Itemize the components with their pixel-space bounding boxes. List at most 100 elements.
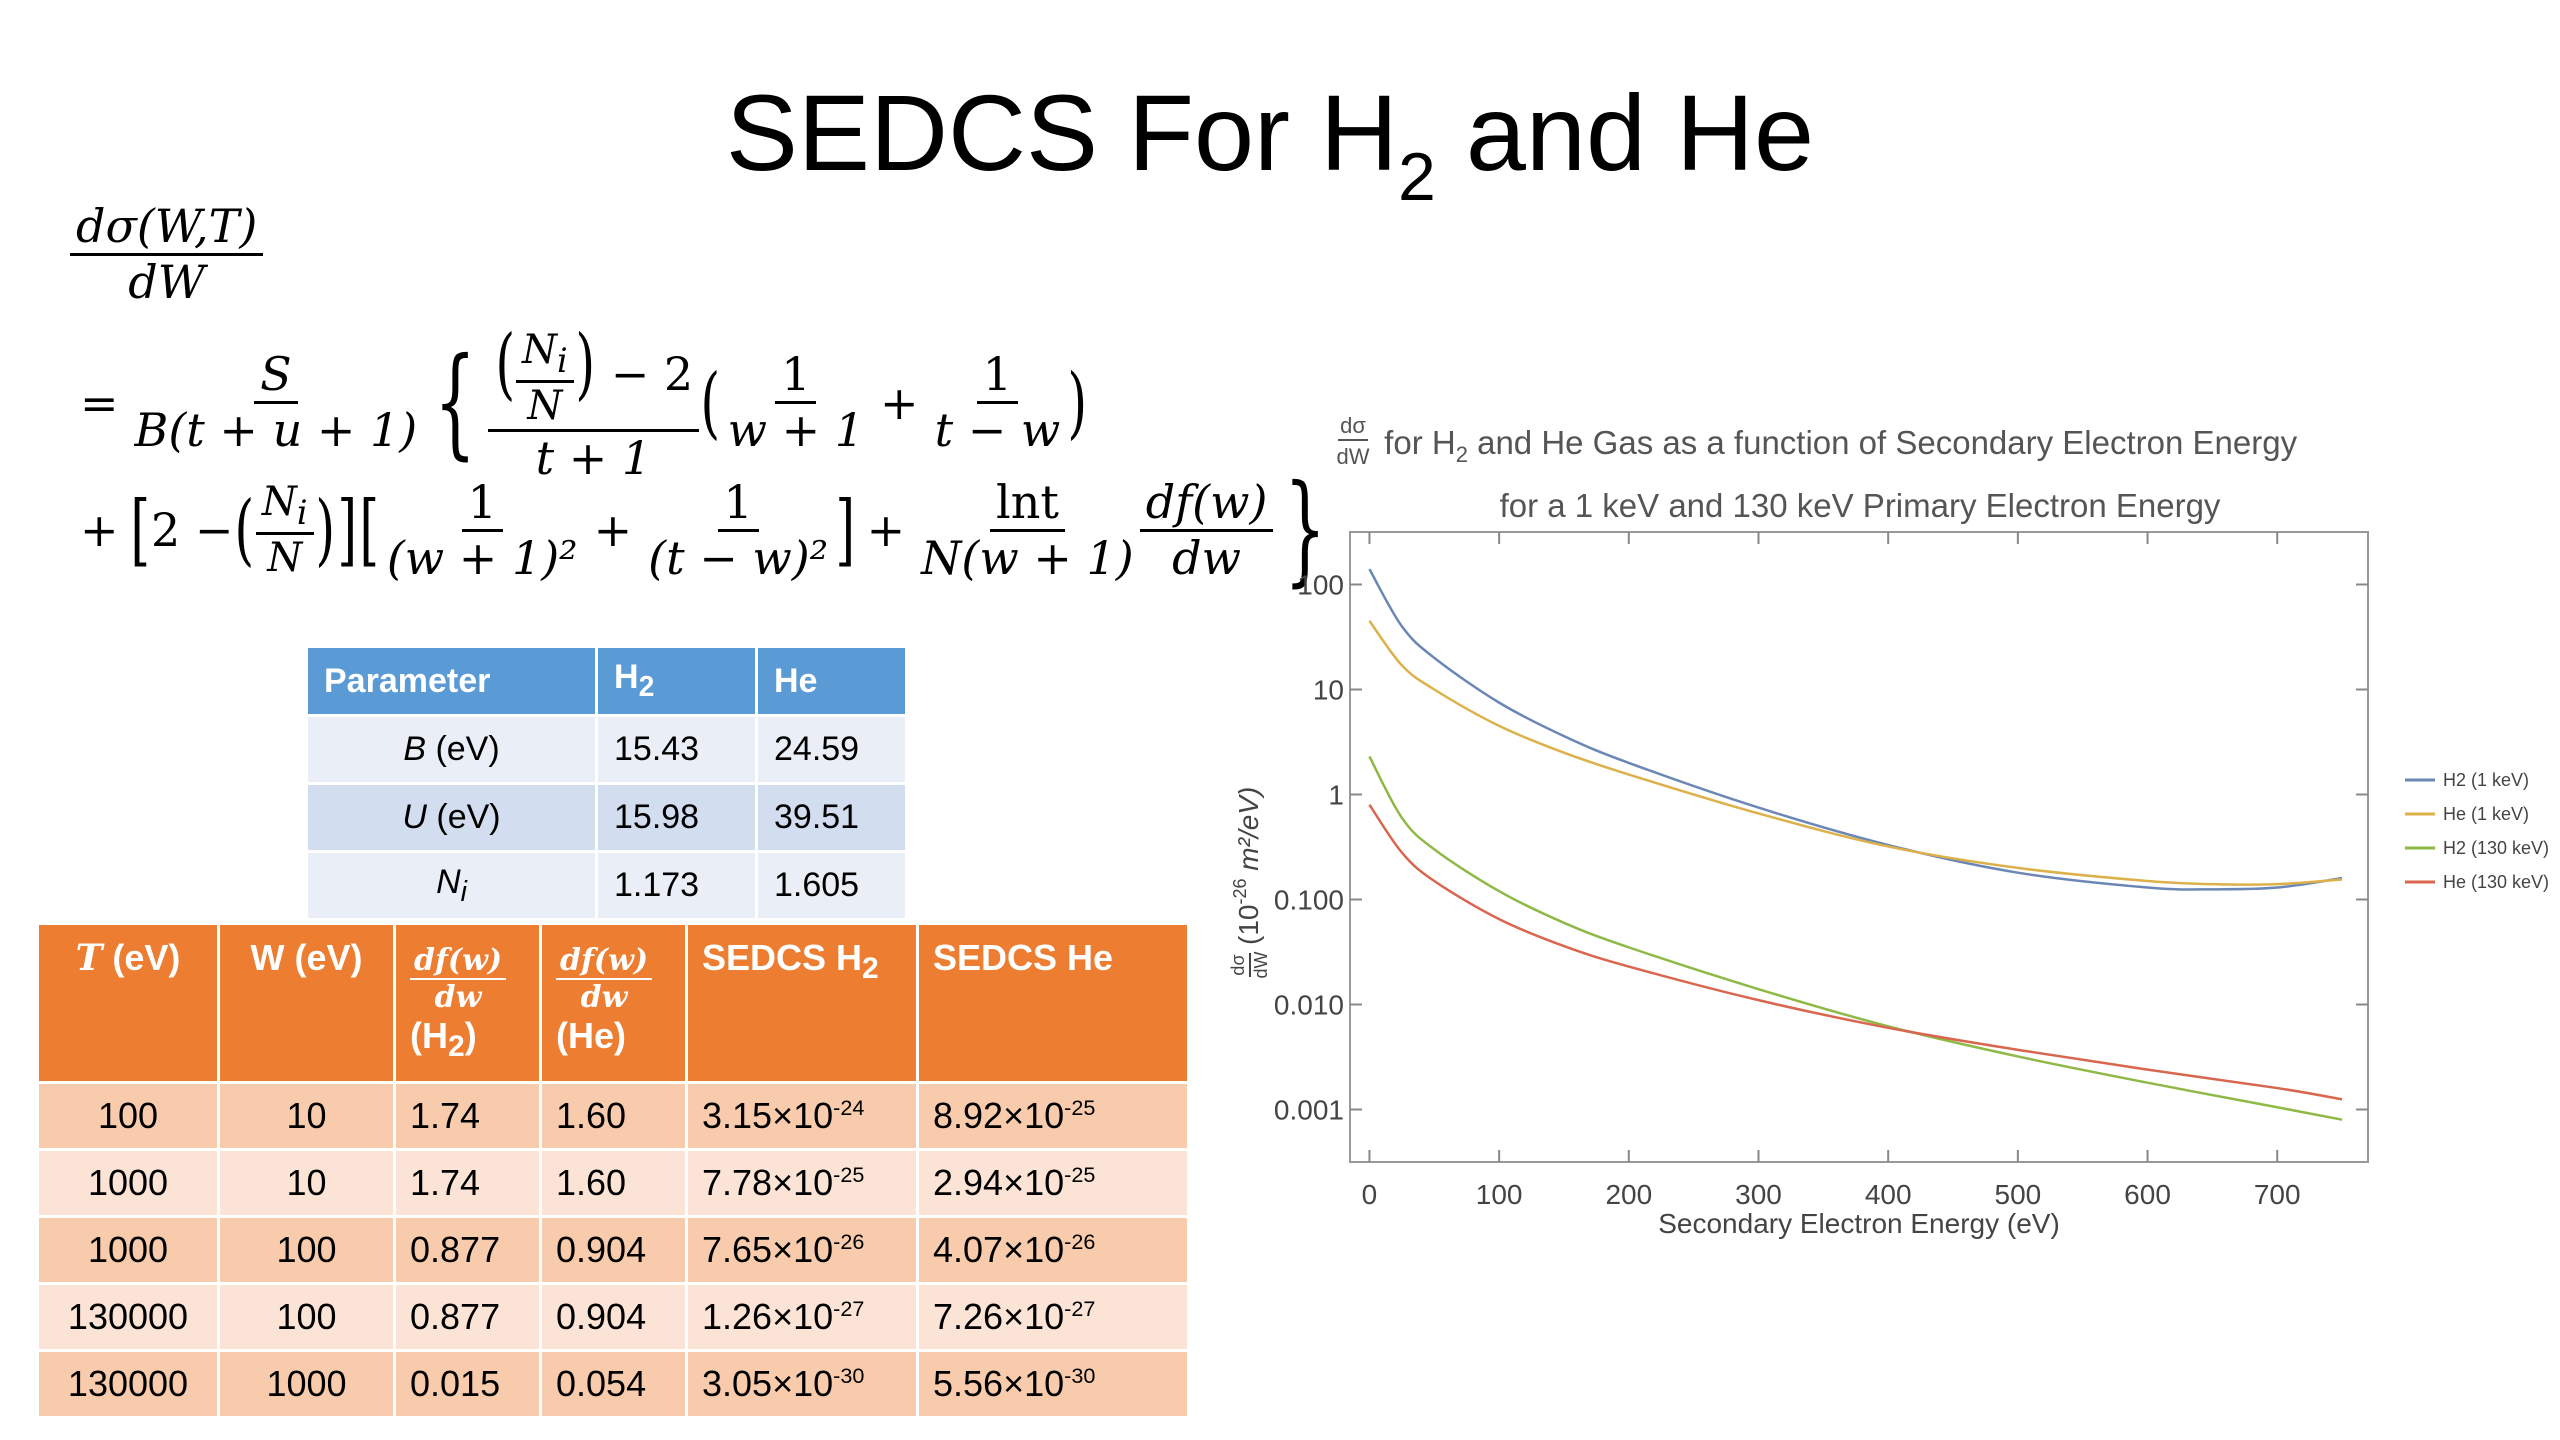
header-df-h2: df(w) dw (H2) — [393, 922, 542, 1084]
cell-df-h2: 0.877 — [393, 1282, 542, 1352]
cell-sedcs-he: 7.26×10-27 — [916, 1282, 1190, 1352]
table-row: 100 10 1.74 1.60 3.15×10-24 8.92×10-25 — [36, 1081, 1190, 1151]
cell-sedcs-he: 5.56×10-30 — [916, 1349, 1190, 1419]
sedcs-table: T (eV) W (eV) df(w) dw (H2) df(w) dw (He) … — [36, 922, 1190, 1419]
cell-df-he: 0.904 — [539, 1215, 688, 1285]
param-h2-value: 1.173 — [595, 850, 758, 921]
series-line — [1368, 620, 2343, 886]
series-lines — [1368, 568, 2343, 1121]
y-tick-label: 10 — [1313, 675, 1344, 706]
table-header-row: T (eV) W (eV) df(w) dw (H2) df(w) dw (He) … — [36, 922, 1190, 1084]
cell-sedcs-h2: 7.65×10-26 — [685, 1215, 919, 1285]
table-row: U (eV) 15.98 39.51 — [305, 782, 908, 853]
header-sedcs-h2: SEDCS H2 — [685, 922, 919, 1084]
y-tick-label: 0.100 — [1274, 885, 1344, 916]
cell-df-he: 0.054 — [539, 1349, 688, 1419]
chart-legend: H2 (1 keV) He (1 keV) H2 (130 keV) He (130 … — [2405, 770, 2549, 892]
title-line-1: for H2 and He Gas as a function of Secon… — [1375, 424, 2298, 467]
header-h2: H2 — [595, 645, 758, 717]
formula-line-2: + [2 − (Ni N) ][ 1 (w + 1)² + 1 (t − w)² ] … — [80, 460, 1327, 599]
cell-sedcs-h2: 7.78×10-25 — [685, 1148, 919, 1218]
cell-sedcs-he: 8.92×10-25 — [916, 1081, 1190, 1151]
y-tick-labels: 100 10 1 0.100 0.010 0.001 — [1274, 570, 1344, 1126]
cell-sedcs-he: 4.07×10-26 — [916, 1215, 1190, 1285]
cell-df-he: 1.60 — [539, 1081, 688, 1151]
cell-w: 1000 — [217, 1349, 396, 1419]
chart-title: dσ dW for H2 and He Gas as a function of… — [1337, 413, 2298, 524]
cell-df-he: 0.904 — [539, 1282, 688, 1352]
header-he: He — [755, 645, 908, 717]
header-sedcs-he: SEDCS He — [916, 922, 1190, 1084]
param-h2-value: 15.98 — [595, 782, 758, 853]
table-row: 130000 1000 0.015 0.054 3.05×10-30 5.56×… — [36, 1349, 1190, 1419]
y-tick-label: 1 — [1328, 780, 1344, 811]
legend-entry: He (130 keV) — [2443, 872, 2549, 892]
param-label: B (eV) — [305, 714, 598, 785]
cell-sedcs-h2: 3.05×10-30 — [685, 1349, 919, 1419]
y-tick-label: 0.001 — [1274, 1095, 1344, 1126]
cell-df-he: 1.60 — [539, 1148, 688, 1218]
cell-sedcs-h2: 3.15×10-24 — [685, 1081, 919, 1151]
title-line-2: for a 1 keV and 130 keV Primary Electron… — [1500, 487, 2221, 524]
y-tick-label: 100 — [1297, 570, 1344, 601]
param-he-value: 39.51 — [755, 782, 908, 853]
y-label-frac-den: dW — [1251, 951, 1271, 978]
series-line — [1368, 803, 2343, 1101]
legend-entry: He (1 keV) — [2443, 804, 2529, 824]
header-t: T (eV) — [36, 922, 220, 1084]
cell-df-h2: 1.74 — [393, 1148, 542, 1218]
table-row: 1000 10 1.74 1.60 7.78×10-25 2.94×10-25 — [36, 1148, 1190, 1218]
title-frac-den: dW — [1337, 444, 1370, 469]
x-axis-label: Secondary Electron Energy (eV) — [1658, 1208, 2060, 1239]
table-row: B (eV) 15.43 24.59 — [305, 714, 908, 785]
table-row: 130000 100 0.877 0.904 1.26×10-27 7.26×1… — [36, 1282, 1190, 1352]
cell-w: 10 — [217, 1081, 396, 1151]
x-tick-label: 200 — [1605, 1179, 1652, 1210]
cell-w: 100 — [217, 1215, 396, 1285]
formula-lhs: dσ(W,T) dW — [70, 200, 264, 309]
x-tick-label: 400 — [1865, 1179, 1912, 1210]
cell-t: 1000 — [36, 1148, 220, 1218]
table-row: Ni 1.173 1.605 — [305, 850, 908, 921]
table-row: 1000 100 0.877 0.904 7.65×10-26 4.07×10-… — [36, 1215, 1190, 1285]
cell-t: 130000 — [36, 1349, 220, 1419]
cell-sedcs-he: 2.94×10-25 — [916, 1148, 1190, 1218]
slide-title: SEDCS For H2 and He — [725, 72, 1815, 215]
header-parameter: Parameter — [305, 645, 598, 717]
sedcs-line-chart: dσ dW for H2 and He Gas as a function of… — [1228, 413, 2549, 1239]
cell-t: 100 — [36, 1081, 220, 1151]
param-label: Ni — [305, 850, 598, 921]
x-tick-label: 700 — [2254, 1179, 2301, 1210]
cell-df-h2: 0.877 — [393, 1215, 542, 1285]
sedcs-formula: dσ(W,T) dW = S B(t + u + 1) { (Ni N) − 2 t … — [70, 200, 1327, 630]
axis-ticks — [1350, 532, 2368, 1162]
cell-w: 10 — [217, 1148, 396, 1218]
cell-df-h2: 0.015 — [393, 1349, 542, 1419]
header-w: W (eV) — [217, 922, 396, 1084]
series-line — [1368, 568, 2343, 891]
cell-df-h2: 1.74 — [393, 1081, 542, 1151]
y-axis-label: dσ dW (10-26 m²/eV) — [1228, 787, 1271, 979]
param-he-value: 24.59 — [755, 714, 908, 785]
cell-t: 1000 — [36, 1215, 220, 1285]
plot-frame — [1349, 531, 2369, 1163]
param-h2-value: 15.43 — [595, 714, 758, 785]
header-df-he: df(w) dw (He) — [539, 922, 688, 1084]
table-header-row: Parameter H2 He — [305, 645, 908, 717]
x-tick-label: 0 — [1362, 1179, 1378, 1210]
legend-entry: H2 (1 keV) — [2443, 770, 2529, 790]
series-line — [1368, 755, 2343, 1121]
param-he-value: 1.605 — [755, 850, 908, 921]
param-label: U (eV) — [305, 782, 598, 853]
y-tick-label: 0.010 — [1274, 990, 1344, 1021]
cell-sedcs-h2: 1.26×10-27 — [685, 1282, 919, 1352]
y-label-frac-num: dσ — [1228, 954, 1248, 975]
x-tick-label: 100 — [1476, 1179, 1523, 1210]
x-tick-label: 500 — [1995, 1179, 2042, 1210]
parameter-table: Parameter H2 He B (eV) 15.43 24.59 U (eV… — [305, 645, 908, 921]
x-tick-labels: 0 100 200 300 400 500 600 700 — [1362, 1179, 2301, 1210]
x-tick-label: 600 — [2124, 1179, 2171, 1210]
y-label-text: (10-26 m²/eV) — [1230, 787, 1264, 945]
cell-w: 100 — [217, 1282, 396, 1352]
